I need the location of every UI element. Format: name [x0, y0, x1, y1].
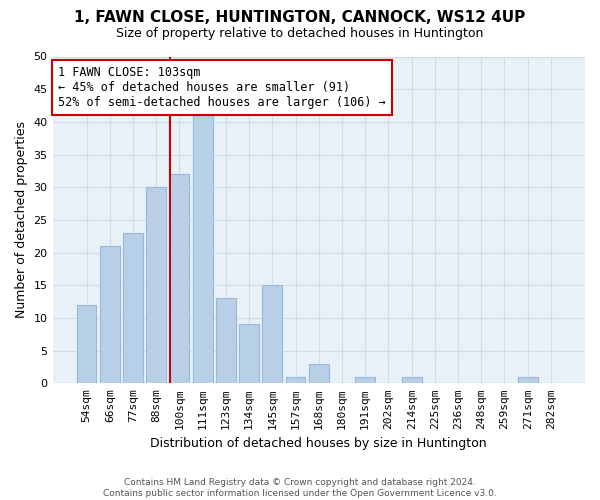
Text: Size of property relative to detached houses in Huntington: Size of property relative to detached ho… [116, 28, 484, 40]
Y-axis label: Number of detached properties: Number of detached properties [15, 122, 28, 318]
Bar [402, 377, 422, 384]
Bar [262, 286, 282, 384]
Bar [193, 116, 212, 384]
Text: Contains HM Land Registry data © Crown copyright and database right 2024.
Contai: Contains HM Land Registry data © Crown c… [103, 478, 497, 498]
Bar [309, 364, 329, 384]
Bar [355, 377, 375, 384]
Bar [123, 233, 143, 384]
Text: 1 FAWN CLOSE: 103sqm
← 45% of detached houses are smaller (91)
52% of semi-detac: 1 FAWN CLOSE: 103sqm ← 45% of detached h… [58, 66, 386, 110]
Bar [239, 324, 259, 384]
Bar [518, 377, 538, 384]
Text: 1, FAWN CLOSE, HUNTINGTON, CANNOCK, WS12 4UP: 1, FAWN CLOSE, HUNTINGTON, CANNOCK, WS12… [74, 10, 526, 25]
Bar [170, 174, 190, 384]
Bar [216, 298, 236, 384]
Bar [286, 377, 305, 384]
X-axis label: Distribution of detached houses by size in Huntington: Distribution of detached houses by size … [151, 437, 487, 450]
Bar [146, 187, 166, 384]
Bar [100, 246, 119, 384]
Bar [77, 305, 97, 384]
